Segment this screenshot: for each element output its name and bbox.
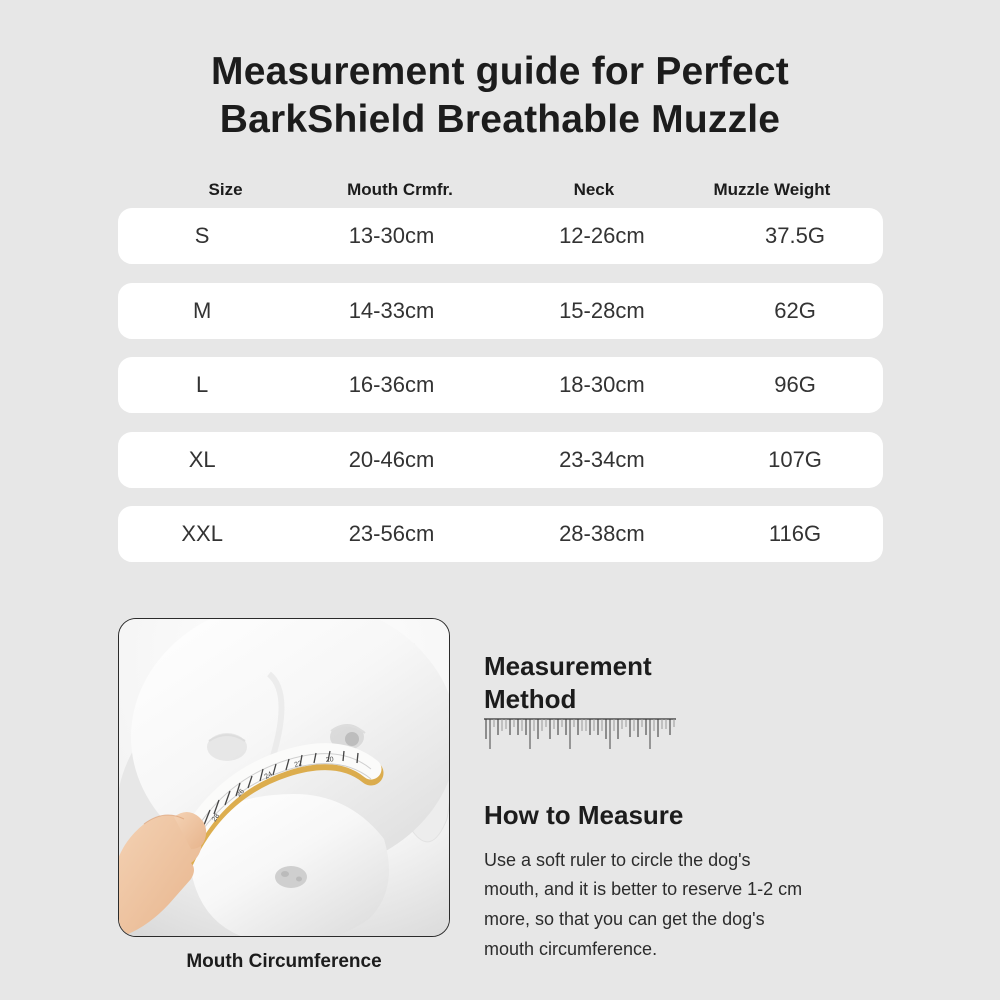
svg-text:20: 20 [326,756,334,764]
